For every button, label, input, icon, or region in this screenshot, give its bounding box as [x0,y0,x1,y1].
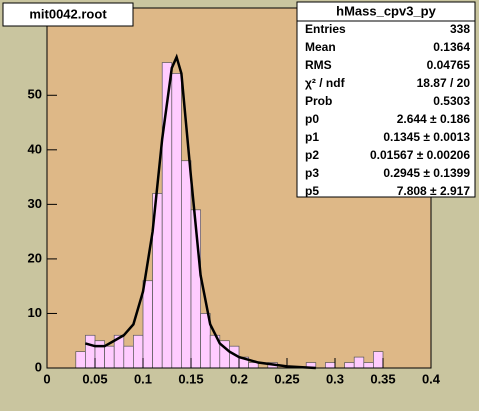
y-tick-label: 40 [28,141,42,156]
x-tick-label: 0.4 [422,371,441,386]
stats-title: hMass_cpv3_py [336,3,436,18]
x-tick-label: 0.3 [326,371,344,386]
x-tick-label: 0.35 [370,371,395,386]
stats-label: p1 [305,130,319,144]
x-tick-label: 0 [43,371,50,386]
bar [344,362,355,369]
bar [142,280,153,369]
x-tick-label: 0.1 [134,371,152,386]
bar [133,334,144,369]
stats-value: 2.644 ± 0.186 [397,112,471,126]
bar [181,160,192,369]
bar [94,340,105,369]
x-tick-label: 0.05 [82,371,107,386]
stats-value: 0.2945 ± 0.1399 [383,166,470,180]
x-tick-label: 0.15 [178,371,203,386]
fit-curve [85,53,316,370]
bar [363,362,374,369]
stats-value: 338 [450,22,470,36]
title-box [2,2,134,27]
x-tick-label: 0.2 [230,371,248,386]
stats-label: Entries [305,22,346,36]
stats-label: RMS [305,58,332,72]
stats-label: χ² / ndf [305,76,346,90]
stats-value: 0.04765 [427,58,471,72]
stats-label: p5 [305,184,319,198]
chart-title: mit0042.root [29,6,107,21]
y-tick-label: 30 [28,196,42,211]
bar [85,334,96,369]
y-tick-label: 0 [35,359,42,374]
bar [325,362,336,369]
bar [104,345,115,369]
stats-value: 18.87 / 20 [417,76,471,90]
stats-label: p3 [305,166,319,180]
y-tick-label: 20 [28,250,42,265]
stats-value: 7.808 ± 2.917 [397,184,471,198]
stats-value: 0.1364 [433,40,470,54]
bar [171,73,182,369]
bar [373,351,384,369]
bar [75,351,86,369]
y-tick-label: 10 [28,305,42,320]
bar [123,345,134,369]
stats-label: p0 [305,112,319,126]
stats-label: Prob [305,94,332,108]
stats-label: p2 [305,148,319,162]
stats-value: 0.1345 ± 0.0013 [383,130,470,144]
bar [353,356,365,369]
stats-box [296,1,476,198]
x-tick-label: 0.25 [274,371,299,386]
y-tick-label: 50 [28,87,42,102]
stats-value: 0.01567 ± 0.00206 [370,148,470,162]
stats-value: 0.5303 [433,94,470,108]
stats-label: Mean [305,40,336,54]
